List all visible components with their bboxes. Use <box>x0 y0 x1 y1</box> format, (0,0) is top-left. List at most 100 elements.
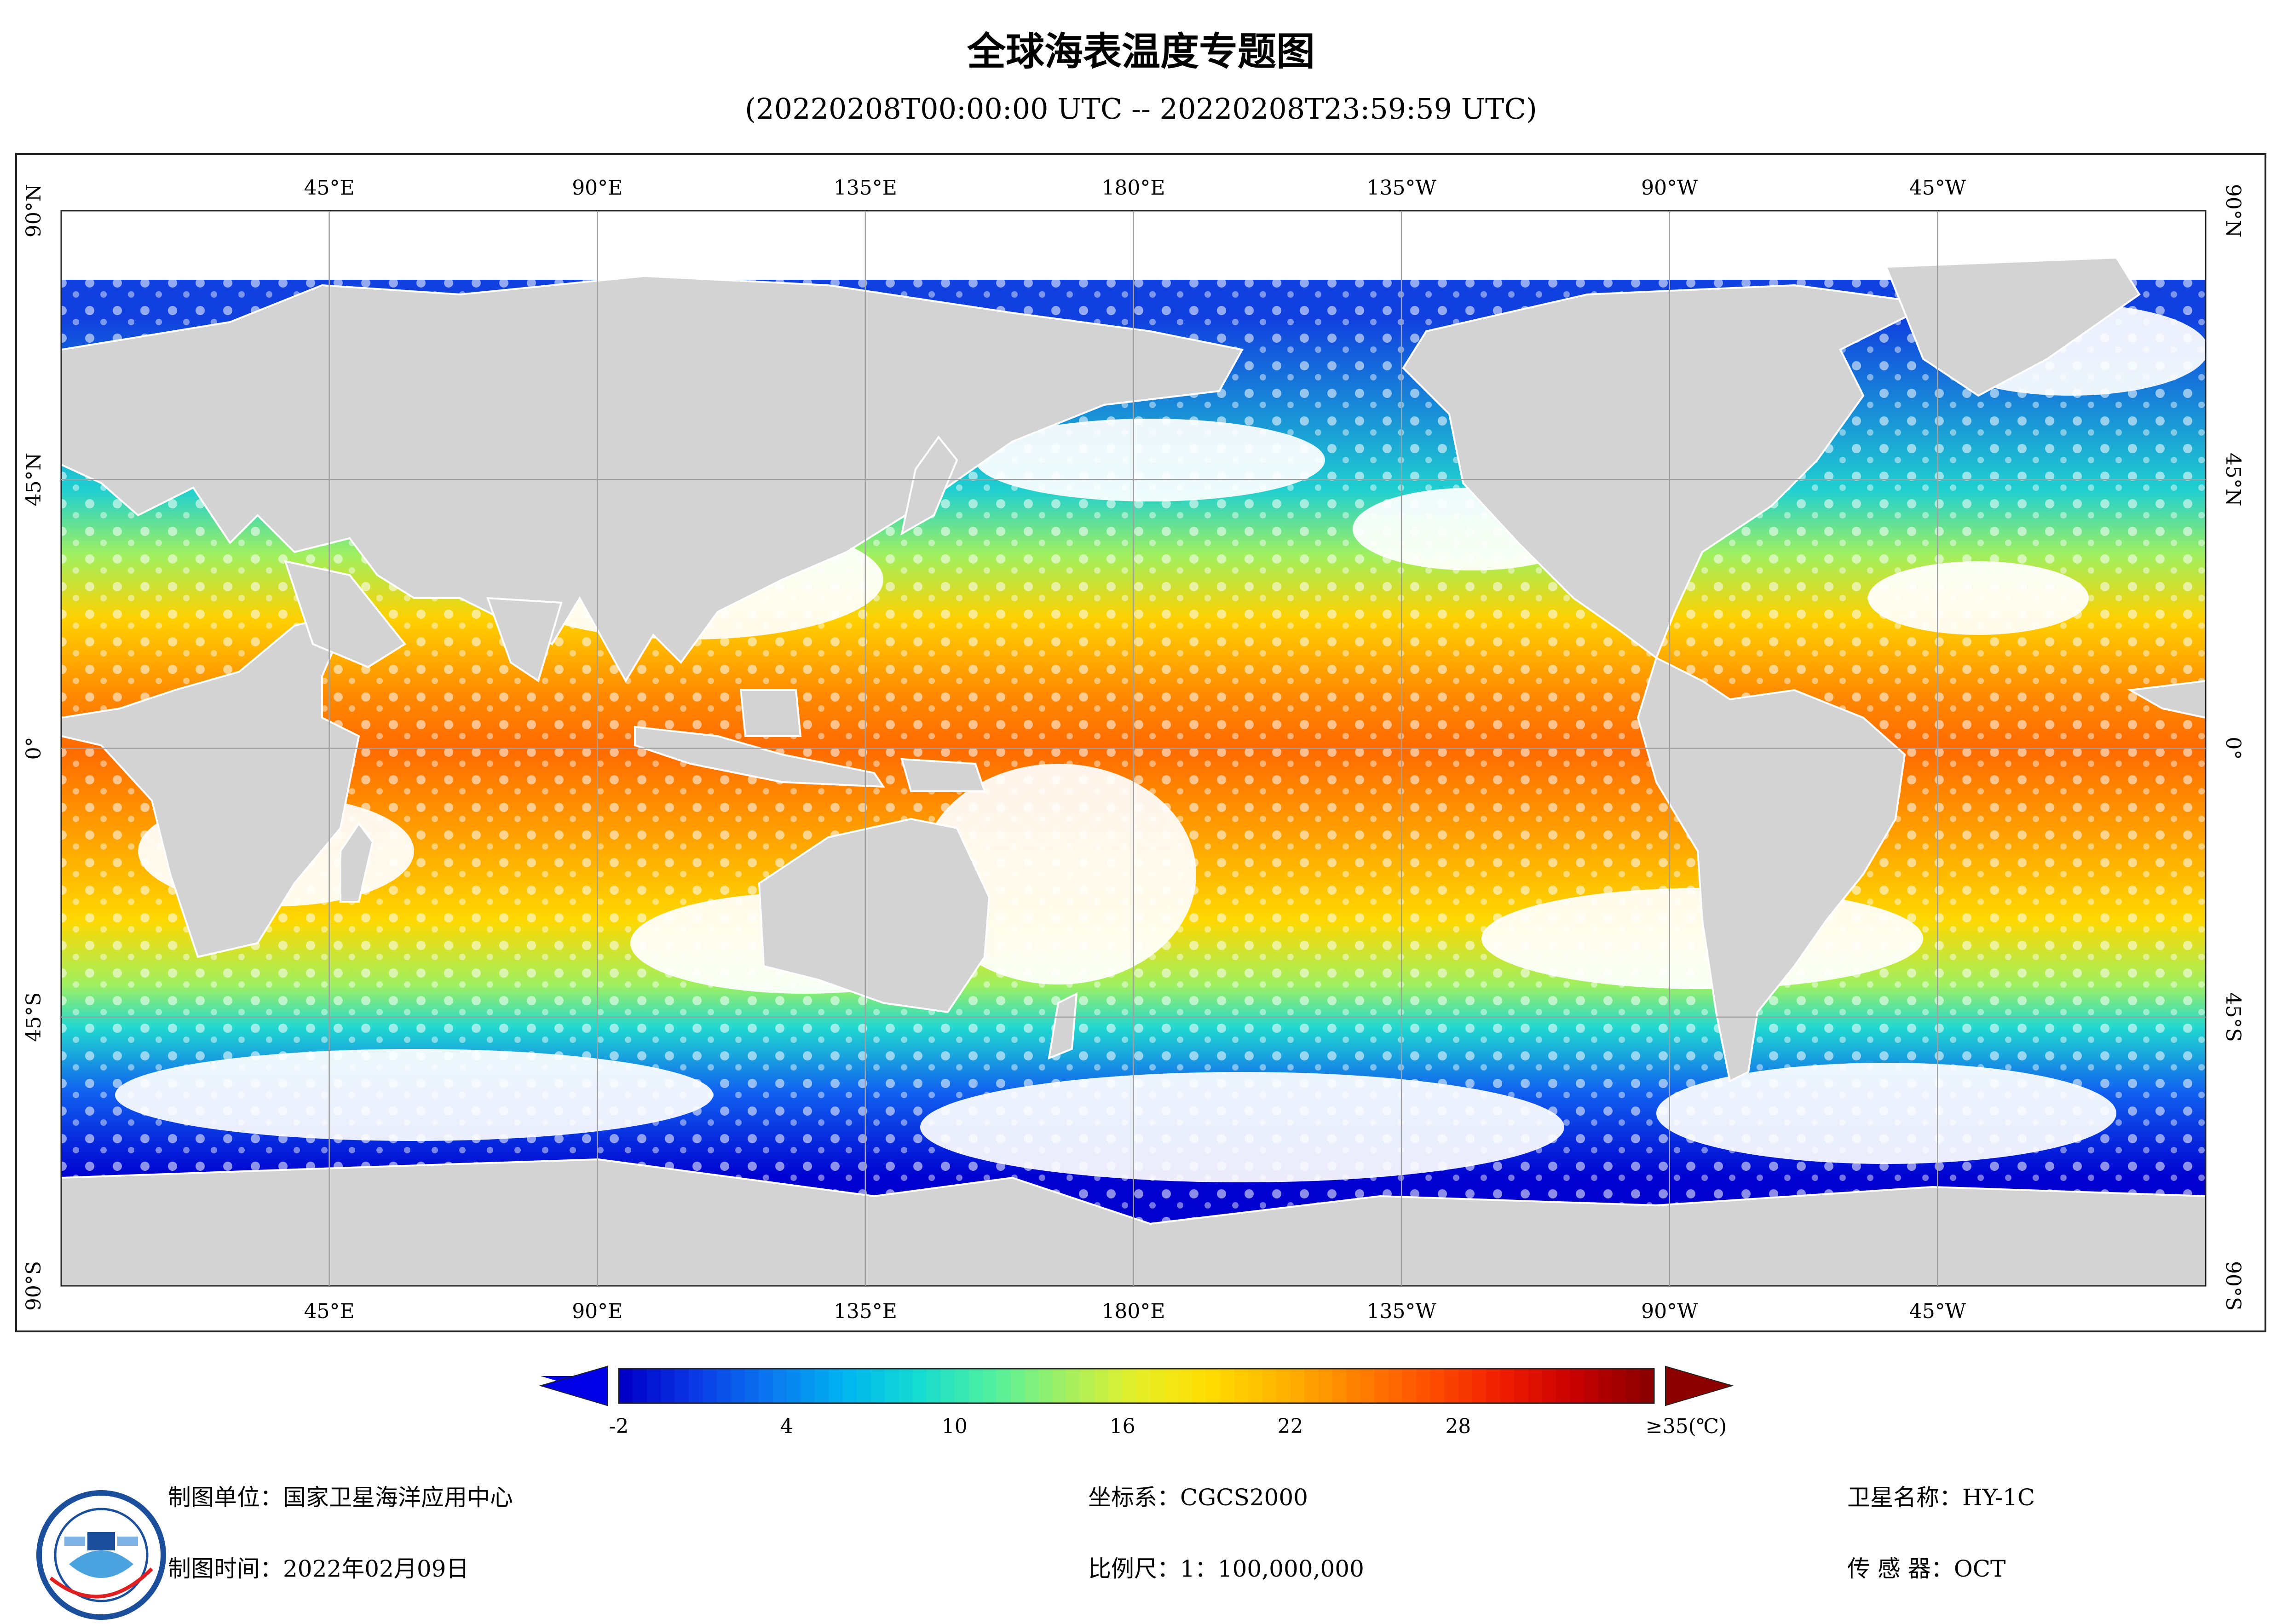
lat-label-right: 0° <box>2221 737 2245 760</box>
colorbar-cell <box>1206 1369 1221 1403</box>
colorbar-cell <box>1528 1369 1543 1403</box>
colorbar-cell <box>1402 1369 1417 1403</box>
colorbar-cell <box>912 1369 927 1403</box>
lon-label-bottom: 45°W <box>1909 1300 1966 1323</box>
colorbar-cell <box>926 1369 941 1403</box>
colorbar-tick-label: 4 <box>780 1415 793 1438</box>
lat-label-right: 45°N <box>2221 453 2245 507</box>
colorbar-cell <box>1318 1369 1333 1403</box>
colorbar-cell <box>1570 1369 1585 1403</box>
colorbar-cell <box>674 1369 689 1403</box>
colorbar-cell <box>1052 1369 1067 1403</box>
colorbar-cell <box>1472 1369 1487 1403</box>
colorbar-cell <box>1542 1369 1556 1403</box>
colorbar-cell <box>968 1369 983 1403</box>
producer-label: 制图单位：国家卫星海洋应用中心 <box>168 1484 513 1511</box>
colorbar-cell <box>731 1369 745 1403</box>
colorbar-cell <box>884 1369 899 1403</box>
africa <box>61 610 360 958</box>
japan <box>900 435 958 536</box>
colorbar-cell <box>1122 1369 1137 1403</box>
lat-label-left: 90°N <box>22 184 46 238</box>
colorbar-cell <box>1178 1369 1193 1403</box>
colorbar-tick-label: ≥35(℃) <box>1646 1415 1727 1438</box>
colorbar-cell <box>619 1369 634 1403</box>
colorbar-cell <box>646 1369 662 1403</box>
lon-label-bottom: 90°W <box>1641 1300 1698 1323</box>
colorbar-tick-label: 10 <box>942 1415 968 1438</box>
lon-label-top: 135°W <box>1367 176 1437 200</box>
indonesia <box>634 726 885 788</box>
map-frame <box>15 153 2266 1332</box>
colorbar-cell <box>1108 1369 1123 1403</box>
colorbar-cell <box>1514 1369 1529 1403</box>
colorbar-cell <box>1024 1369 1039 1403</box>
colorbar-cell <box>1584 1369 1599 1403</box>
lon-label-bottom: 135°W <box>1367 1300 1437 1323</box>
lon-label-top: 90°E <box>572 176 622 200</box>
lat-label-right: 90°S <box>2221 1261 2245 1311</box>
lon-label-top: 180°E <box>1101 176 1165 200</box>
lat-label-left: 45°N <box>22 453 46 507</box>
colorbar-cell <box>1416 1369 1431 1403</box>
eurasia <box>61 275 1244 683</box>
colorbar-cell <box>1304 1369 1319 1403</box>
south-america <box>1637 657 1906 1083</box>
colorbar-cell <box>954 1369 969 1403</box>
colorbar-cell <box>899 1369 913 1403</box>
lat-label-right: 45°S <box>2221 992 2245 1042</box>
colorbar-cell <box>744 1369 759 1403</box>
sensor-label: 传 感 器：OCT <box>1847 1555 2006 1582</box>
colorbar-cell <box>1094 1369 1109 1403</box>
colorbar-cell <box>1388 1369 1403 1403</box>
colorbar-cell <box>661 1369 675 1403</box>
colorbar-cell <box>786 1369 801 1403</box>
colorbar-cell <box>772 1369 787 1403</box>
scale-label: 比例尺：1：100,000,000 <box>1088 1555 1364 1582</box>
nsoas-logo <box>36 1490 166 1620</box>
lat-label-left: 0° <box>22 737 46 760</box>
colorbar-tick-label: 16 <box>1110 1415 1135 1438</box>
colorbar-cell <box>1234 1369 1249 1403</box>
colorbar-cell <box>1150 1369 1165 1403</box>
colorbar-cell <box>1038 1369 1053 1403</box>
colorbar-cell <box>1430 1369 1445 1403</box>
colorbar-cell <box>940 1369 955 1403</box>
colorbar-cell <box>633 1369 647 1403</box>
australia <box>758 818 991 1014</box>
colorbar-cell <box>870 1369 885 1403</box>
arabian-peninsula <box>283 560 406 668</box>
colorbar-cell <box>1080 1369 1095 1403</box>
colorbar-max-arrow <box>1665 1365 1734 1406</box>
africa-east <box>2127 680 2206 719</box>
time-range-subtitle: (20220208T00:00:00 UTC -- 20220208T23:59… <box>745 92 1537 126</box>
lon-label-bottom: 135°E <box>834 1300 897 1323</box>
lon-label-top: 135°E <box>834 176 897 200</box>
colorbar-cell <box>1626 1369 1641 1403</box>
colorbar-cell <box>1164 1369 1179 1403</box>
lon-label-top: 90°W <box>1641 176 1698 200</box>
lat-label-right: 90°N <box>2221 184 2245 238</box>
colorbar <box>539 1365 1734 1406</box>
colorbar-cell <box>1640 1369 1654 1403</box>
lat-label-left: 90°S <box>22 1261 46 1311</box>
lon-label-bottom: 90°E <box>572 1300 622 1323</box>
colorbar-cell <box>1346 1369 1361 1403</box>
colorbar-cell <box>829 1369 843 1403</box>
colorbar-cell <box>1360 1369 1375 1403</box>
colorbar-cell <box>1598 1369 1613 1403</box>
colorbar-cell <box>996 1369 1011 1403</box>
colorbar-cell <box>716 1369 732 1403</box>
date-label: 制图时间：2022年02月09日 <box>168 1555 469 1582</box>
greenland <box>1885 256 2141 397</box>
map-title: 全球海表温度专题图 <box>967 29 1315 74</box>
crs-label: 坐标系：CGCS2000 <box>1088 1484 1308 1511</box>
colorbar-cell <box>1374 1369 1389 1403</box>
borneo <box>739 689 802 737</box>
colorbar-tick-label: -2 <box>609 1415 629 1438</box>
colorbar-cell <box>1010 1369 1025 1403</box>
lon-label-bottom: 180°E <box>1101 1300 1165 1323</box>
colorbar-cell <box>1192 1369 1207 1403</box>
colorbar-cell <box>801 1369 815 1403</box>
colorbar-cell <box>1500 1369 1515 1403</box>
